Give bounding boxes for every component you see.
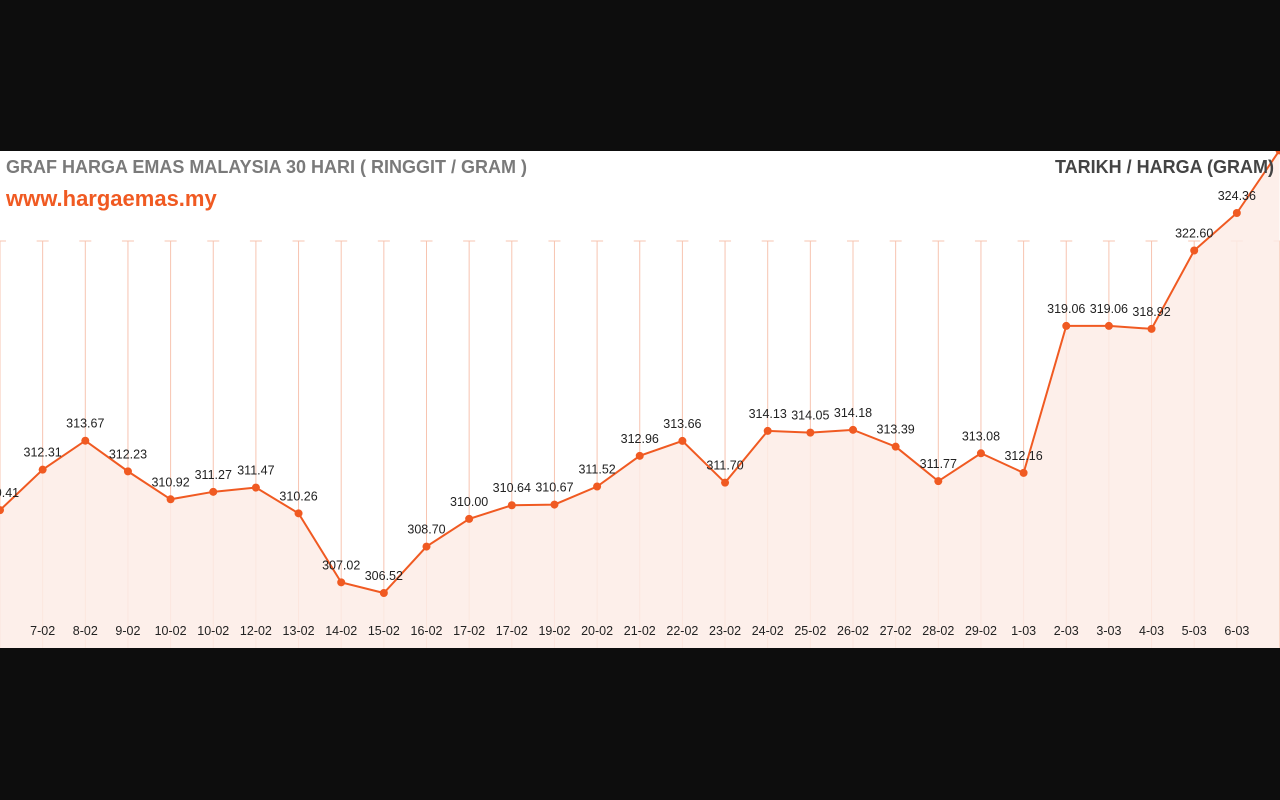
data-label: 314.13	[749, 407, 787, 421]
x-tick-label: 22-02	[666, 624, 698, 638]
data-label: 318.92	[1132, 305, 1170, 319]
data-label: 313.08	[962, 429, 1000, 443]
data-label: 310.64	[493, 481, 531, 495]
data-point	[1062, 321, 1071, 330]
x-tick-label: 19-02	[538, 624, 570, 638]
data-point	[635, 451, 644, 460]
data-label: 311.70	[706, 459, 743, 473]
x-tick-label: 6-03	[1224, 624, 1249, 638]
data-point	[593, 482, 602, 491]
data-point	[379, 589, 388, 597]
x-tick-label: 23-02	[709, 624, 741, 638]
data-label: 310.67	[535, 481, 573, 495]
data-label: 313.66	[663, 417, 701, 431]
data-label: 314.18	[834, 406, 872, 420]
data-label: 307.02	[322, 558, 360, 572]
data-point	[422, 542, 431, 551]
data-label: 306.52	[365, 569, 403, 583]
data-point	[81, 436, 90, 445]
data-label: 311.52	[578, 463, 615, 477]
data-point	[166, 495, 175, 504]
data-point	[934, 477, 943, 486]
data-point	[1190, 246, 1199, 255]
data-label: 310.26	[279, 489, 317, 503]
x-tick-label: 21-02	[624, 624, 656, 638]
data-point	[1104, 321, 1113, 330]
data-label: 310.00	[450, 495, 488, 509]
data-point	[550, 500, 559, 509]
x-tick-label: 20-02	[581, 624, 613, 638]
x-tick-label: 5-03	[1182, 624, 1207, 638]
x-tick-label: 15-02	[368, 624, 400, 638]
data-label: 308.70	[407, 523, 445, 537]
data-point	[976, 449, 985, 458]
data-label: 311.27	[195, 468, 232, 482]
x-tick-label: 28-02	[922, 624, 954, 638]
data-label: 312.96	[621, 432, 659, 446]
x-tick-label: 1-03	[1011, 624, 1036, 638]
data-label: 312.16	[1004, 449, 1042, 463]
x-tick-label: 2-03	[1054, 624, 1079, 638]
chart-title: GRAF HARGA EMAS MALAYSIA 30 HARI ( RINGG…	[6, 157, 528, 177]
data-point	[337, 578, 346, 587]
data-label: 314.05	[791, 409, 829, 423]
data-label: 312.23	[109, 447, 147, 461]
data-point	[849, 425, 857, 434]
data-point	[891, 442, 900, 451]
data-point	[678, 436, 687, 445]
x-tick-label: 9-02	[115, 624, 140, 638]
x-tick-label: 27-02	[880, 624, 912, 638]
x-tick-label: 17-02	[453, 624, 485, 638]
data-point	[251, 483, 260, 492]
data-label: 313.39	[877, 423, 915, 437]
chart-panel: 310.41 312.31 7-02 313.67 8-02 312.23 9-02 310.…	[0, 151, 1280, 648]
x-tick-label: 24-02	[752, 624, 784, 638]
x-tick-label: 3-03	[1096, 624, 1121, 638]
data-point	[1232, 209, 1241, 218]
x-tick-label: 13-02	[283, 624, 315, 638]
x-tick-label: 29-02	[965, 624, 997, 638]
site-link[interactable]: www.hargaemas.my	[6, 186, 217, 211]
legend-title: TARIKH / HARGA (GRAM)	[1055, 157, 1274, 177]
x-tick-label: 10-02	[197, 624, 229, 638]
data-label: 322.60	[1175, 226, 1213, 240]
data-point	[721, 478, 730, 487]
data-point	[806, 428, 815, 437]
data-label: 313.67	[66, 417, 104, 431]
data-label: 310.41	[0, 486, 19, 500]
data-point	[1147, 324, 1156, 333]
data-label: 311.77	[920, 457, 957, 471]
x-tick-label: 25-02	[794, 624, 826, 638]
data-label: 324.36	[1218, 189, 1256, 203]
data-point	[38, 465, 47, 474]
x-tick-label: 26-02	[837, 624, 869, 638]
data-point	[763, 426, 772, 435]
x-tick-label: 14-02	[325, 624, 357, 638]
x-tick-label: 7-02	[30, 624, 55, 638]
data-point	[209, 487, 218, 496]
data-label: 310.92	[151, 475, 189, 489]
x-tick-label: 12-02	[240, 624, 272, 638]
data-point	[0, 506, 4, 515]
x-tick-label: 4-03	[1139, 624, 1164, 638]
data-label: 319.06	[1090, 302, 1128, 316]
x-tick-label: 16-02	[411, 624, 443, 638]
data-label: 319.06	[1047, 302, 1085, 316]
x-tick-label: 10-02	[155, 624, 187, 638]
data-point	[465, 514, 474, 523]
data-point	[507, 501, 516, 510]
data-point	[123, 467, 132, 476]
data-point	[1275, 151, 1280, 155]
area-fill	[0, 151, 1280, 648]
x-tick-label: 17-02	[496, 624, 528, 638]
data-label: 311.47	[237, 464, 274, 478]
x-tick-label: 8-02	[73, 624, 98, 638]
data-point	[1019, 468, 1028, 477]
gold-price-chart: 310.41 312.31 7-02 313.67 8-02 312.23 9-02 310.…	[0, 151, 1280, 648]
data-label: 312.31	[24, 446, 62, 460]
data-point	[294, 509, 303, 518]
